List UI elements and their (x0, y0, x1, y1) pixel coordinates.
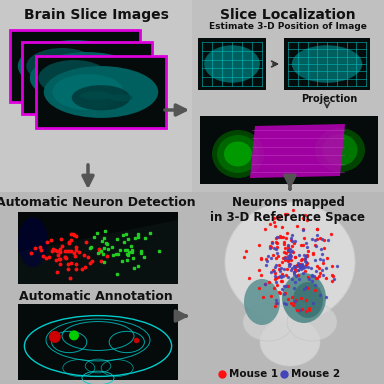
Ellipse shape (44, 66, 158, 118)
Ellipse shape (315, 128, 365, 172)
Bar (284, 38, 370, 90)
Bar (0, 192, 192, 384)
Bar (192, 0, 384, 192)
Bar (198, 38, 266, 90)
Text: Mouse 2: Mouse 2 (291, 369, 340, 379)
Bar (0, 0, 192, 192)
Ellipse shape (287, 303, 337, 341)
Ellipse shape (212, 130, 264, 178)
Ellipse shape (30, 52, 144, 104)
Text: Projection: Projection (301, 94, 357, 104)
Ellipse shape (225, 202, 355, 322)
Text: Automatic Annotation: Automatic Annotation (19, 290, 173, 303)
Bar (18, 212, 178, 284)
Ellipse shape (323, 134, 358, 166)
Ellipse shape (293, 282, 323, 318)
Polygon shape (250, 124, 345, 178)
Ellipse shape (72, 85, 130, 110)
Text: Estimate 3-D Position of Image: Estimate 3-D Position of Image (209, 22, 367, 31)
Ellipse shape (282, 273, 326, 323)
Ellipse shape (18, 40, 132, 92)
Bar (10, 30, 140, 102)
Ellipse shape (217, 135, 259, 173)
Ellipse shape (224, 141, 252, 167)
Circle shape (49, 331, 61, 343)
Ellipse shape (58, 71, 116, 96)
Bar (22, 42, 152, 114)
Ellipse shape (26, 48, 98, 84)
Circle shape (69, 330, 79, 340)
Ellipse shape (109, 94, 133, 101)
Text: Slice Localization: Slice Localization (220, 8, 356, 22)
Polygon shape (18, 220, 178, 284)
Bar (18, 304, 178, 380)
Ellipse shape (38, 60, 110, 96)
Bar (192, 192, 384, 384)
Bar (200, 116, 378, 184)
Text: Neurons mapped
in 3-D Reference Space: Neurons mapped in 3-D Reference Space (210, 196, 366, 224)
Ellipse shape (243, 303, 293, 341)
Text: Automatic Neuron Detection: Automatic Neuron Detection (0, 196, 196, 209)
Text: Brain Slice Images: Brain Slice Images (23, 8, 169, 22)
Ellipse shape (18, 217, 48, 267)
Bar (36, 56, 166, 128)
Ellipse shape (46, 59, 104, 84)
Ellipse shape (204, 45, 260, 83)
Ellipse shape (80, 91, 112, 100)
Ellipse shape (244, 279, 280, 325)
Ellipse shape (292, 45, 362, 83)
Text: Mouse 1: Mouse 1 (229, 369, 278, 379)
Ellipse shape (52, 74, 124, 110)
Ellipse shape (260, 318, 320, 366)
